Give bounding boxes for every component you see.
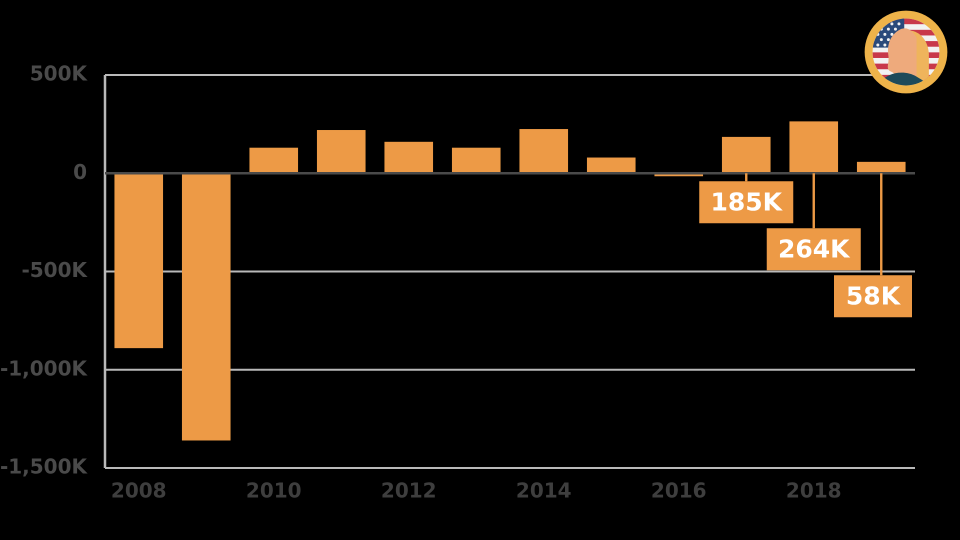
bar xyxy=(856,161,906,174)
annotation-callout-label: 185K xyxy=(710,187,783,216)
bar xyxy=(249,147,299,174)
bar xyxy=(789,121,839,174)
bar xyxy=(316,130,366,174)
annotation-callouts: 185K 264K 58K xyxy=(699,181,912,318)
bar xyxy=(654,173,704,177)
y-tick-label: -1,000K xyxy=(0,356,89,380)
bar xyxy=(586,157,636,174)
annotation-callout-label: 264K xyxy=(778,234,851,263)
y-tick-label: -500K xyxy=(21,258,88,282)
bar xyxy=(721,136,771,174)
bar xyxy=(181,173,231,441)
y-tick-label: 500K xyxy=(30,62,89,86)
x-tick-label: 2010 xyxy=(246,479,302,503)
logo-suit xyxy=(879,72,933,86)
annotation-callout-label: 58K xyxy=(846,281,902,310)
bar xyxy=(451,147,501,174)
annotation-callout-box xyxy=(834,275,912,318)
x-tick-label: 2016 xyxy=(651,479,707,503)
bar xyxy=(114,173,164,349)
annotation-callout-box xyxy=(766,228,861,271)
bar-series xyxy=(114,121,906,441)
x-axis-tick-labels: 2008 2010 2012 2014 2016 2018 xyxy=(111,479,842,503)
annotation-callout-box xyxy=(699,181,794,224)
y-axis-tick-labels: 500K 0 -500K -1,000K -1,500K xyxy=(0,62,89,479)
x-tick-label: 2008 xyxy=(111,479,167,503)
x-tick-label: 2012 xyxy=(381,479,437,503)
y-tick-label: -1,500K xyxy=(0,455,89,479)
bar xyxy=(519,129,569,174)
annotation-connectors xyxy=(745,173,883,276)
us-flag-profile-emblem-icon xyxy=(864,10,948,94)
x-tick-label: 2018 xyxy=(786,479,842,503)
logo-flag-field xyxy=(872,18,940,86)
x-tick-label: 2014 xyxy=(516,479,572,503)
bar xyxy=(384,141,434,174)
logo-face xyxy=(887,28,917,84)
y-tick-label: 0 xyxy=(73,160,87,184)
